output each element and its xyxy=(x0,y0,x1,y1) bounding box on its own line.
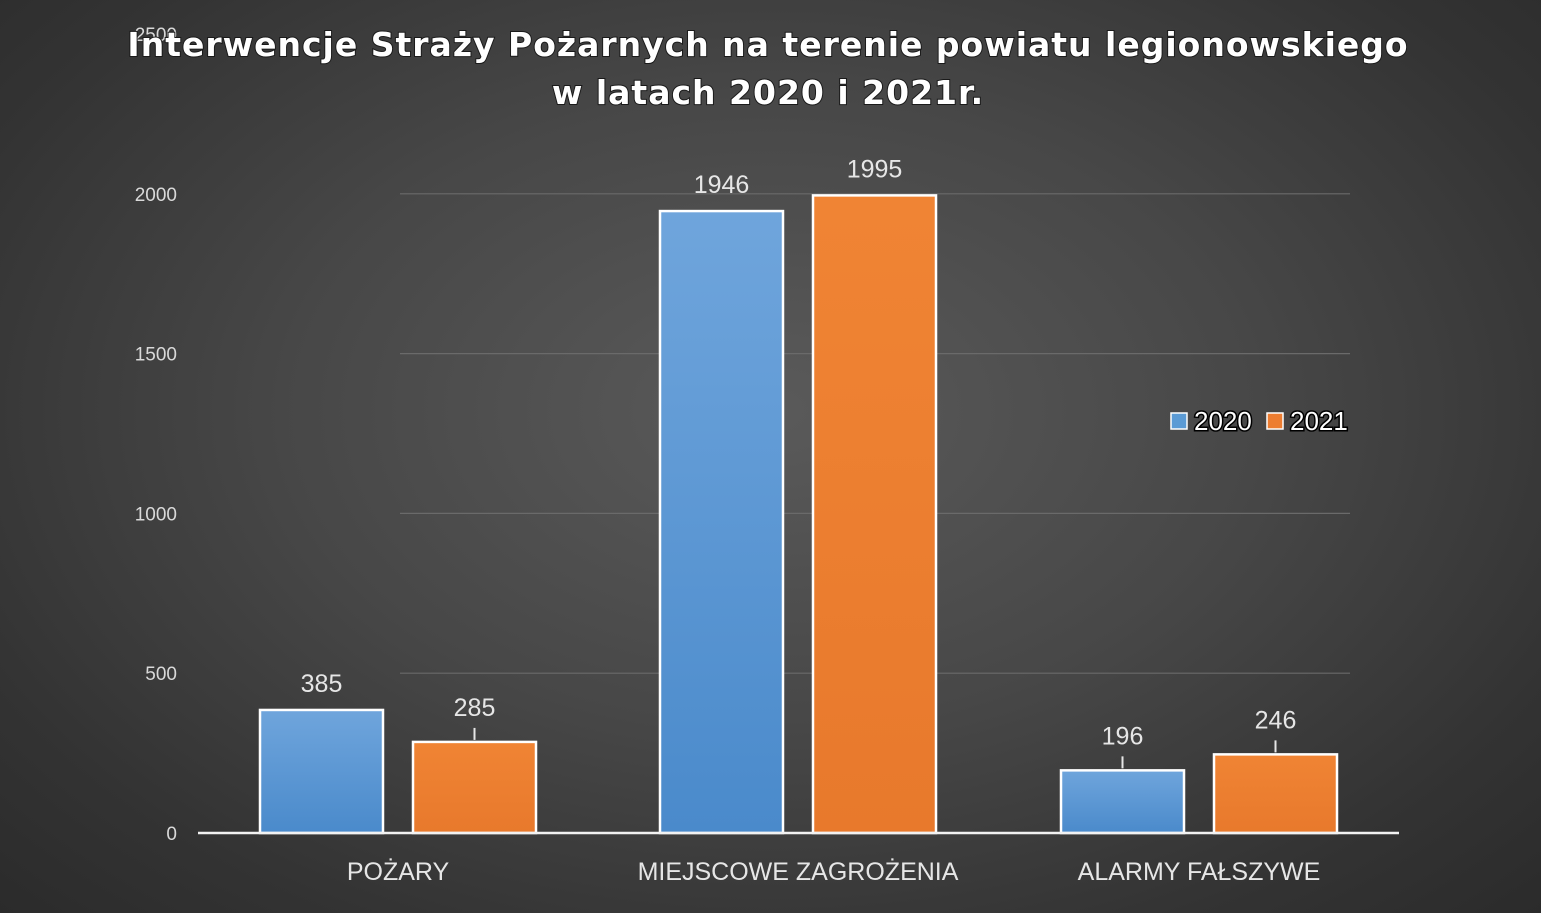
y-tick-label-2000: 2000 xyxy=(135,185,177,206)
y-axis-ticks: 0 500 1000 1500 2000 2500 xyxy=(135,25,177,845)
label-leader-lines xyxy=(473,727,1277,769)
bar-2020-2 xyxy=(1059,769,1186,835)
data-label-2020-1: 1946 xyxy=(694,171,750,199)
legend: 2020 2021 xyxy=(1170,405,1349,438)
legend-swatch-2020 xyxy=(1170,412,1188,430)
data-label-2020-2: 196 xyxy=(1102,722,1144,750)
legend-swatch-2021 xyxy=(1266,412,1284,430)
category-label-1: MIEJSCOWE ZAGROŻENIA xyxy=(638,857,959,886)
chart-title-line-1: Interwencje Straży Pożarnych na terenie … xyxy=(127,25,1408,64)
bar-2021-2 xyxy=(1212,753,1339,835)
legend-label-2021: 2021 xyxy=(1290,406,1348,436)
y-tick-label-500: 500 xyxy=(145,664,177,685)
data-label-2021-1: 1995 xyxy=(847,155,903,183)
data-labels: 385 285 1946 1995 196 246 xyxy=(301,155,1297,750)
bar-2020-0 xyxy=(258,708,385,835)
category-label-2: ALARMY FAŁSZYWE xyxy=(1078,858,1321,886)
bar-2021-1 xyxy=(811,194,938,835)
y-tick-label-1500: 1500 xyxy=(135,345,177,366)
bar-2021-0 xyxy=(411,740,538,835)
legend-label-2020: 2020 xyxy=(1194,406,1252,436)
data-label-2021-0: 285 xyxy=(454,694,496,722)
category-label-0: POŻARY xyxy=(347,857,450,886)
y-tick-label-0: 0 xyxy=(166,824,177,845)
y-tick-label-1000: 1000 xyxy=(135,504,177,525)
category-labels: POŻARY MIEJSCOWE ZAGROŻENIA ALARMY FAŁSZYW… xyxy=(347,857,1321,886)
y-tick-label-2500: 2500 xyxy=(135,25,177,46)
data-label-2020-0: 385 xyxy=(301,670,343,698)
bar-2020-1 xyxy=(658,209,785,835)
data-label-2021-2: 246 xyxy=(1255,706,1297,734)
bars xyxy=(258,194,1339,835)
chart-title-line-2: w latach 2020 i 2021r. xyxy=(552,73,984,112)
